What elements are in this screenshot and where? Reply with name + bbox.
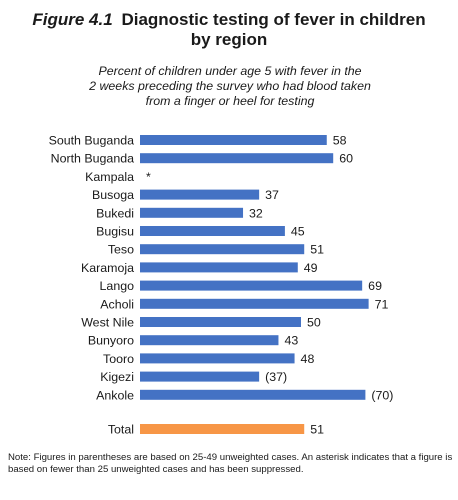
subtitle-line-1: Percent of children under age 5 with fev…	[98, 64, 362, 78]
bar-karamoja	[140, 262, 298, 273]
value-label-west-nile: 50	[307, 316, 321, 330]
bar-bugisu	[140, 226, 285, 236]
chart-title: Figure 4.1 Diagnostic testing of fever i…	[0, 10, 458, 50]
figure-label: Figure 4.1	[32, 10, 113, 29]
bar-chart: South Buganda 58 North Buganda 60 Kampala * Bu…	[49, 134, 394, 437]
subtitle-line-3: from a finger or heel for testing	[145, 94, 315, 108]
title-line-2: by region	[190, 30, 268, 49]
value-label-kigezi: (37)	[265, 370, 287, 384]
category-label-karamoja: Karamoja	[81, 261, 134, 275]
category-label-bunyoro: Bunyoro	[88, 334, 134, 348]
category-label-kampala: Kampala	[85, 170, 134, 184]
value-label-north-buganda: 60	[339, 152, 353, 166]
category-label-total: Total	[108, 423, 134, 437]
bar-bunyoro	[140, 335, 279, 346]
bar-acholi	[140, 298, 369, 309]
value-label-teso: 51	[310, 243, 324, 257]
category-label-south-buganda: South Buganda	[49, 134, 135, 148]
value-label-tooro: 48	[301, 352, 315, 366]
category-label-acholi: Acholi	[100, 297, 134, 311]
category-label-lango: Lango	[100, 279, 135, 293]
value-label-south-buganda: 58	[333, 134, 347, 148]
bar-south-buganda	[140, 135, 327, 145]
title-text: Diagnostic testing of fever in children	[121, 10, 426, 29]
value-label-busoga: 37	[265, 188, 279, 202]
category-label-bukedi: Bukedi	[96, 206, 134, 220]
bar-west-nile	[140, 317, 301, 327]
category-label-bugisu: Bugisu	[96, 225, 134, 239]
subtitle-line-2: 2 weeks preceding the survey who had blo…	[89, 79, 371, 93]
category-label-busoga: Busoga	[92, 188, 134, 202]
title-line-1: Figure 4.1 Diagnostic testing of fever i…	[0, 10, 458, 30]
value-label-ankole: (70)	[371, 388, 393, 402]
value-label-bunyoro: 43	[284, 334, 298, 348]
category-label-kigezi: Kigezi	[100, 370, 134, 384]
bar-total	[140, 424, 305, 434]
bar-ankole	[140, 389, 366, 400]
category-label-tooro: Tooro	[103, 352, 134, 366]
value-label-karamoja: 49	[304, 261, 318, 275]
bar-lango	[140, 280, 363, 291]
category-label-north-buganda: North Buganda	[51, 152, 134, 166]
bar-tooro	[140, 353, 295, 364]
bar-teso	[140, 244, 305, 255]
value-label-lango: 69	[368, 279, 382, 293]
bar-busoga	[140, 189, 260, 200]
footnote: Note: Figures in parentheses are based o…	[8, 452, 453, 475]
category-label-teso: Teso	[108, 243, 134, 257]
category-label-ankole: Ankole	[96, 388, 134, 402]
bar-kigezi	[140, 371, 260, 382]
value-label-acholi: 71	[375, 297, 389, 311]
value-label-bukedi: 32	[249, 206, 263, 220]
value-label-bugisu: 45	[291, 225, 305, 239]
bar-bukedi	[140, 207, 244, 218]
category-label-west-nile: West Nile	[81, 316, 134, 330]
value-label-kampala: *	[146, 170, 151, 184]
value-label-total: 51	[310, 423, 324, 437]
chart-subtitle: Percent of children under age 5 with fev…	[55, 64, 405, 109]
bar-north-buganda	[140, 153, 334, 164]
